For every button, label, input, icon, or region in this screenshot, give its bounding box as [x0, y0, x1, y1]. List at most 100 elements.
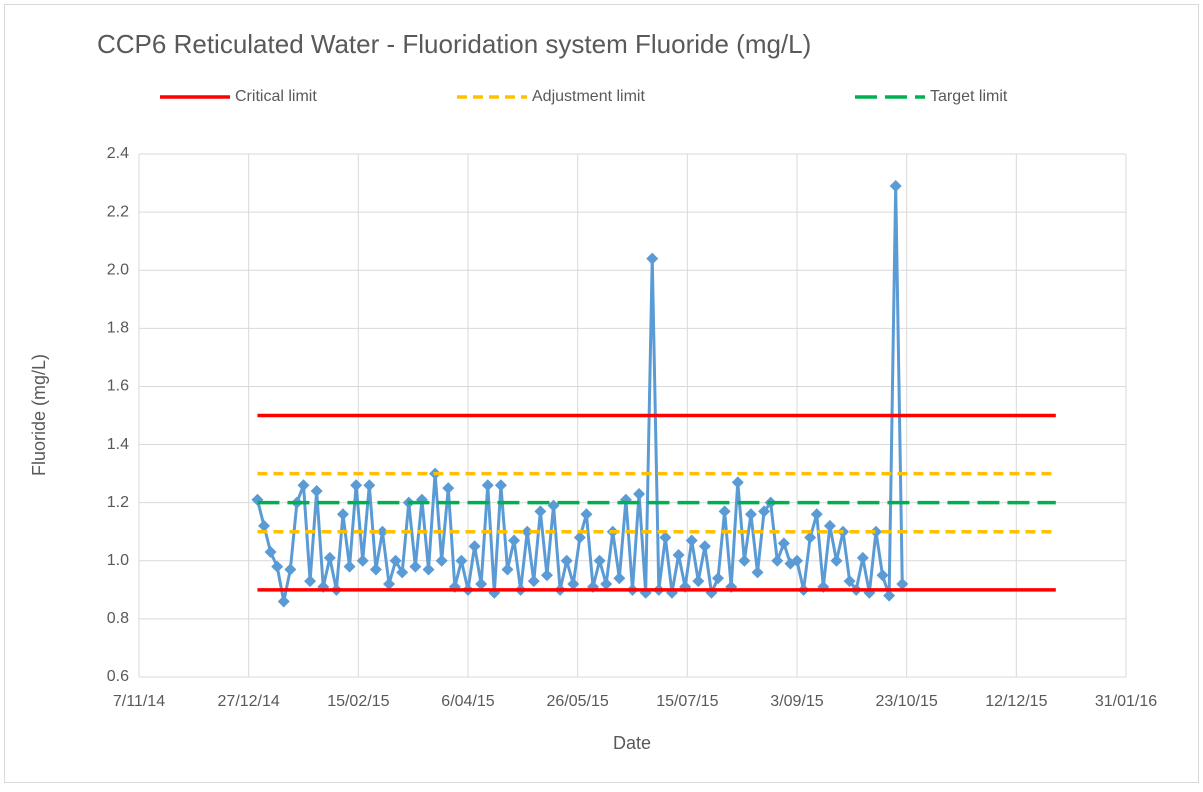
y-tick-label: 1.8 — [107, 320, 129, 337]
data-point — [376, 525, 389, 538]
data-point — [468, 540, 481, 553]
data-point — [791, 554, 803, 567]
data-point — [455, 554, 468, 567]
limit-line — [257, 471, 1056, 534]
data-point — [540, 569, 553, 582]
data-point — [435, 554, 448, 567]
data-point — [363, 479, 376, 492]
data-point — [810, 508, 823, 521]
data-point — [534, 505, 547, 518]
data-point — [698, 540, 711, 553]
data-point — [672, 548, 685, 561]
x-tick-label: 6/04/15 — [441, 693, 494, 710]
data-point — [573, 531, 586, 544]
data-point — [843, 575, 856, 588]
data-point — [501, 563, 514, 576]
data-point — [777, 537, 790, 550]
data-point — [692, 575, 705, 588]
data-point — [613, 572, 626, 585]
data-point — [771, 554, 784, 567]
limit-line — [257, 413, 1056, 592]
legend-label: Adjustment limit — [532, 88, 645, 105]
data-point — [284, 563, 297, 576]
data-point — [567, 578, 580, 591]
data-point — [304, 575, 317, 588]
y-tick-label: 0.8 — [107, 610, 129, 627]
data-point — [383, 578, 396, 591]
x-axis-label: Date — [613, 733, 651, 753]
data-point — [258, 519, 271, 532]
data-point — [356, 554, 369, 567]
data-point — [744, 508, 757, 521]
legend-label: Target limit — [930, 88, 1008, 105]
chart-border — [4, 4, 1199, 783]
data-point — [521, 525, 534, 538]
data-point — [527, 575, 540, 588]
data-point — [343, 560, 356, 573]
data-point — [718, 505, 731, 518]
data-point — [422, 563, 435, 576]
x-tick-label: 7/11/14 — [113, 693, 165, 710]
data-point — [389, 554, 402, 567]
data-point — [580, 508, 593, 521]
data-point — [264, 546, 277, 559]
data-point — [830, 554, 843, 567]
data-point — [336, 508, 349, 521]
y-tick-label: 1.4 — [107, 436, 129, 453]
x-tick-label: 27/12/14 — [218, 693, 280, 710]
x-tick-label: 15/02/15 — [327, 693, 389, 710]
data-point — [712, 572, 725, 585]
data-point — [889, 179, 902, 192]
x-tick-label: 12/12/15 — [985, 693, 1047, 710]
data-point — [896, 578, 909, 591]
data-point — [738, 554, 751, 567]
x-tick-label: 26/05/15 — [547, 693, 609, 710]
legend-label: Critical limit — [235, 88, 317, 105]
data-point — [869, 525, 882, 538]
data-point — [856, 551, 869, 564]
data-point — [823, 519, 836, 532]
data-point — [751, 566, 764, 579]
data-point — [475, 578, 488, 591]
data-point — [593, 554, 606, 567]
y-tick-label: 1.2 — [107, 494, 129, 511]
data-point — [271, 560, 284, 573]
data-point — [508, 534, 521, 547]
y-tick-label: 1.6 — [107, 378, 129, 395]
data-point — [731, 476, 744, 489]
data-point — [409, 560, 422, 573]
data-point — [442, 482, 455, 495]
x-tick-label: 23/10/15 — [876, 693, 938, 710]
data-point — [323, 551, 336, 564]
data-point — [876, 569, 889, 582]
chart-title: CCP6 Reticulated Water - Fluoridation sy… — [97, 29, 811, 59]
y-tick-label: 0.6 — [107, 668, 129, 685]
x-tick-label: 3/09/15 — [770, 693, 823, 710]
data-point — [277, 595, 290, 608]
data-point — [481, 479, 494, 492]
data-point — [685, 534, 698, 547]
data-point — [758, 505, 771, 518]
data-point — [396, 566, 409, 579]
x-tick-label: 15/07/15 — [656, 693, 718, 710]
data-point — [560, 554, 573, 567]
data-point — [494, 479, 507, 492]
data-point — [310, 485, 323, 498]
data-point — [633, 487, 646, 500]
data-point — [547, 499, 560, 512]
data-point — [646, 252, 659, 265]
data-point — [350, 479, 363, 492]
data-point — [659, 531, 672, 544]
data-point — [883, 589, 896, 602]
y-tick-label: 2.0 — [107, 261, 129, 278]
data-point — [369, 563, 382, 576]
y-tick-label: 2.4 — [107, 145, 129, 162]
y-tick-label: 1.0 — [107, 552, 129, 569]
y-tick-label: 2.2 — [107, 203, 129, 220]
x-tick-label: 31/01/16 — [1095, 693, 1157, 710]
data-point — [600, 578, 613, 591]
data-point — [804, 531, 817, 544]
data-point — [297, 479, 310, 492]
y-axis-label: Fluoride (mg/L) — [29, 354, 49, 476]
